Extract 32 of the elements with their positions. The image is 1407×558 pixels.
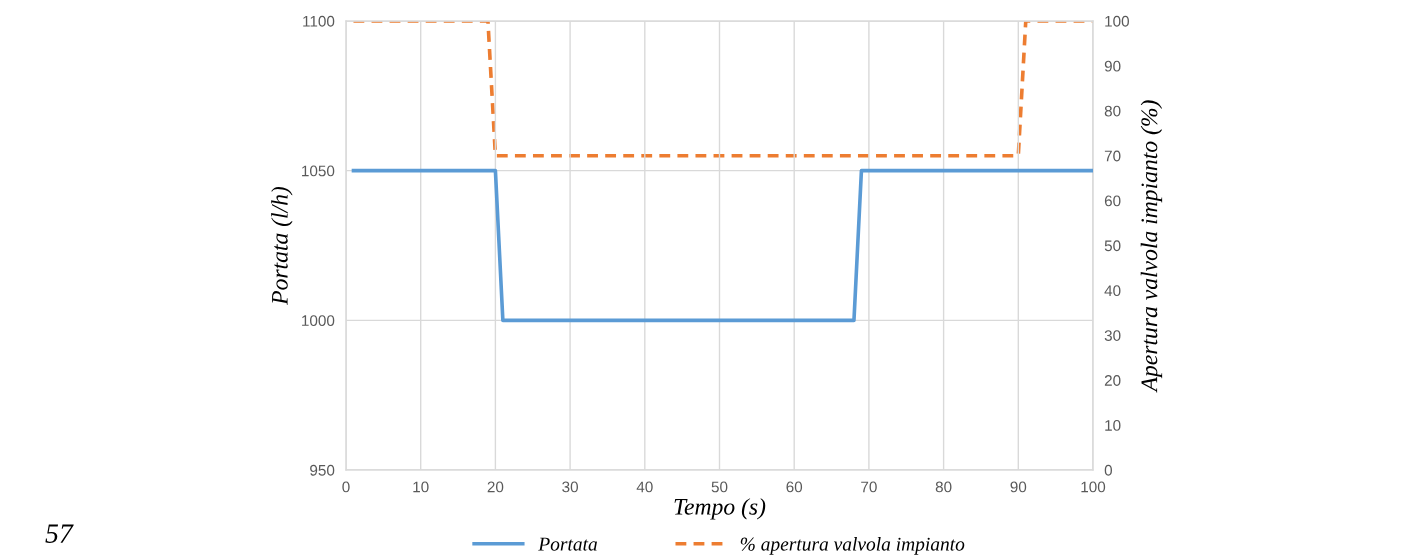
y2-tick-label: 70: [1104, 150, 1121, 162]
y-axis-title: Portata (l/h): [271, 186, 293, 305]
y2-tick-label: 10: [1105, 419, 1121, 431]
x-tick-label: 20: [487, 481, 504, 493]
x-tick-label: 10: [413, 481, 429, 493]
x-tick-label: 50: [711, 481, 728, 493]
y2-tick-label: 60: [1104, 195, 1121, 207]
y-tick-label: 1050: [302, 165, 335, 177]
x-tick-label: 100: [1081, 481, 1106, 493]
x-tick-label: 90: [1010, 481, 1027, 493]
y2-tick-label: 80: [1104, 105, 1121, 117]
y2-tick-label: 90: [1104, 60, 1121, 72]
y2-tick-label: 50: [1104, 240, 1121, 252]
x-tick-label: 60: [786, 481, 803, 493]
x-tick-label: 30: [562, 481, 578, 493]
x-tick-label: 80: [935, 481, 952, 493]
legend-label: Portata: [538, 537, 597, 551]
y-tick-label: 950: [310, 464, 335, 476]
y2-tick-label: 100: [1105, 15, 1129, 27]
x-tick-label: 70: [861, 481, 877, 493]
y-tick-label: 1100: [303, 15, 335, 27]
y-tick-label: 1000: [302, 315, 335, 327]
y2-tick-label: 20: [1104, 375, 1121, 386]
y2-tick-label: 30: [1104, 330, 1121, 341]
x-tick-label: 0: [342, 481, 350, 493]
text: 57: [45, 524, 74, 543]
x-tick-label: 40: [636, 481, 653, 493]
y2-axis-title: Apertura valvola impianto (%): [1140, 100, 1163, 393]
legend-label: % apertura valvola impianto: [740, 537, 965, 555]
y2-tick-label: 40: [1104, 285, 1121, 297]
x-axis-title: Tempo (s): [674, 498, 766, 520]
y2-tick-label: 0: [1104, 464, 1113, 476]
